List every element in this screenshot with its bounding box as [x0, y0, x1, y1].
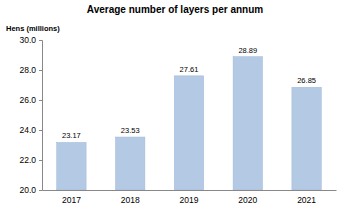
x-tick: 2017 — [62, 190, 81, 205]
y-axis: 20.0 22.0 24.0 26.0 28.0 30.0 — [19, 35, 42, 195]
data-label: 23.17 — [62, 131, 81, 140]
bar — [233, 57, 262, 190]
data-label: 26.85 — [297, 76, 316, 85]
y-axis-title: Hens (millions) — [6, 24, 60, 33]
bar — [174, 76, 203, 190]
y-axis-line — [39, 41, 43, 191]
x-tick-label: 2021 — [297, 195, 316, 205]
x-tick: 2021 — [297, 190, 316, 205]
x-tick-label: 2018 — [121, 195, 140, 205]
bar — [292, 87, 321, 190]
y-tick-mark — [39, 130, 42, 131]
y-tick-mark — [39, 190, 42, 191]
data-label: 28.89 — [238, 46, 257, 55]
y-tick-label: 26.0 — [19, 95, 36, 105]
x-axis: 2017 2018 2019 2020 2021 — [43, 190, 337, 205]
y-tick-label: 28.0 — [19, 65, 36, 75]
y-tick-mark — [39, 100, 42, 101]
x-tick-label: 2017 — [62, 195, 81, 205]
y-tick: 20.0 — [19, 185, 42, 195]
title: Average number of layers per annum — [87, 4, 263, 15]
x-axis-line — [43, 190, 337, 191]
y-tick-mark — [39, 40, 42, 41]
bar — [57, 142, 86, 190]
y-tick-mark — [39, 160, 42, 161]
y-tick-label: 20.0 — [19, 185, 36, 195]
x-tick: 2019 — [180, 190, 199, 205]
x-tick-label: 2020 — [238, 195, 257, 205]
y-tick: 26.0 — [19, 95, 42, 105]
y-tick: 30.0 — [19, 35, 42, 45]
y-tick-label: 22.0 — [19, 155, 36, 165]
x-tick: 2018 — [121, 190, 140, 205]
data-labels: 23.17 23.53 27.61 28.89 26.85 — [62, 46, 316, 141]
plot: 20.0 22.0 24.0 26.0 28.0 30.0 2017 2018 2019 2020… — [19, 35, 336, 205]
y-tick: 22.0 — [19, 155, 42, 165]
y-tick-mark — [39, 70, 42, 71]
bar — [116, 137, 145, 190]
y-tick: 28.0 — [19, 65, 42, 75]
x-tick: 2020 — [238, 190, 257, 205]
data-label: 27.61 — [180, 65, 199, 74]
y-tick-label: 30.0 — [19, 35, 36, 45]
bars — [57, 57, 322, 190]
x-tick-label: 2019 — [180, 195, 199, 205]
y-tick: 24.0 — [19, 125, 42, 135]
data-label: 23.53 — [121, 126, 140, 135]
y-tick-label: 24.0 — [19, 125, 36, 135]
chart: Average number of layers per annum Hens (… — [0, 0, 350, 216]
